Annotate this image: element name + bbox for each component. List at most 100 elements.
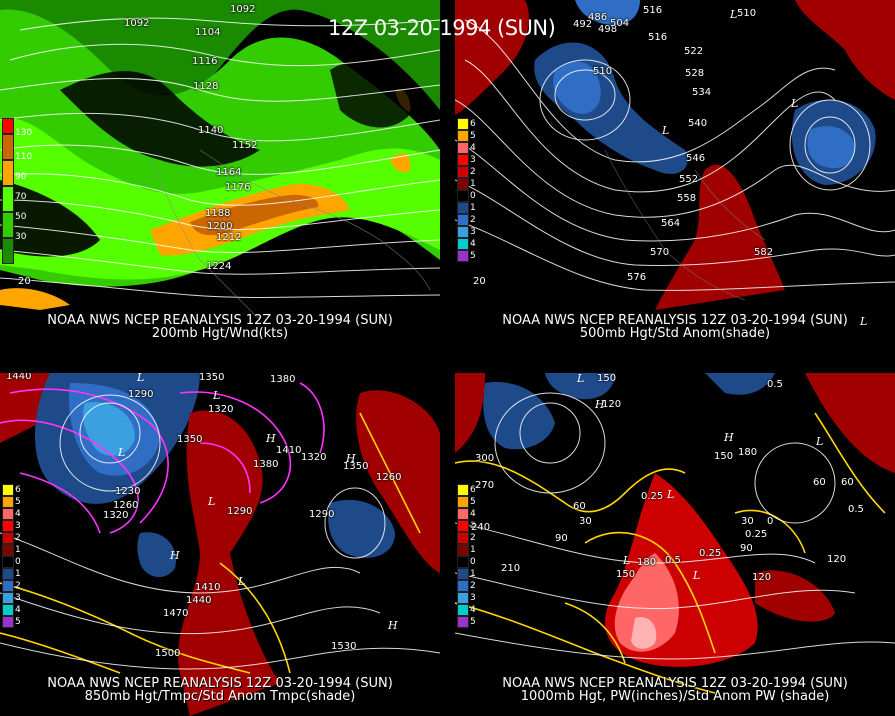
panel-caption-line1: NOAA NWS NCEP REANALYSIS 12Z 03-20-1994 … bbox=[47, 313, 393, 328]
legend-swatch bbox=[457, 130, 469, 142]
contour-label: 0.25 bbox=[745, 529, 768, 540]
contour-label: 90 bbox=[555, 533, 568, 544]
contour-label: 1500 bbox=[155, 648, 181, 659]
contour-label: 1260 bbox=[376, 472, 402, 483]
contour-label: 1350 bbox=[177, 434, 203, 445]
legend-label: 30 bbox=[15, 232, 27, 242]
contour-label: 564 bbox=[661, 218, 681, 229]
contour-label: 90 bbox=[740, 543, 753, 554]
contour-label: 1410 bbox=[276, 445, 302, 456]
contour-label: 1104 bbox=[195, 27, 221, 38]
legend-label: 1 bbox=[470, 545, 476, 555]
contour-label: 1350 bbox=[199, 373, 225, 383]
contour-label: 1440 bbox=[6, 373, 32, 382]
contour-label: 1440 bbox=[186, 595, 212, 606]
legend-swatch bbox=[2, 508, 14, 520]
contour-label: 1470 bbox=[163, 608, 189, 619]
legend-label: 2 bbox=[470, 167, 476, 177]
legend-label: 1 bbox=[15, 569, 21, 579]
contour-label: 1164 bbox=[216, 167, 242, 178]
legend-label: 0 bbox=[15, 557, 21, 567]
contour-label: 570 bbox=[650, 247, 670, 258]
contour-label: 522 bbox=[684, 46, 704, 57]
legend-swatch bbox=[2, 532, 14, 544]
contour-label: 1176 bbox=[225, 182, 251, 193]
legend-label: 130 bbox=[15, 128, 33, 138]
low-marker: L bbox=[662, 124, 670, 137]
legend-label: 2 bbox=[15, 581, 21, 591]
contour-label: 0.5 bbox=[848, 504, 864, 515]
contour-label: 492 bbox=[573, 19, 593, 30]
low-marker: L bbox=[118, 446, 126, 459]
contour-label: 150 bbox=[714, 451, 734, 462]
contour-label: 0.5 bbox=[665, 555, 681, 566]
contour-label: 60 bbox=[573, 501, 586, 512]
legend-swatch bbox=[457, 250, 469, 262]
contour-label: 30 bbox=[579, 516, 592, 527]
panel-caption-line1: NOAA NWS NCEP REANALYSIS 12Z 03-20-1994 … bbox=[47, 676, 393, 691]
contour-label: 1290 bbox=[128, 389, 154, 400]
contour-label: 540 bbox=[688, 118, 708, 129]
contour-label: 60 bbox=[841, 477, 854, 488]
legend-swatch bbox=[2, 568, 14, 580]
legend-label: 5 bbox=[470, 131, 476, 141]
legend-label: 5 bbox=[470, 497, 476, 507]
contour-label: 30 bbox=[741, 516, 754, 527]
legend-swatch bbox=[2, 592, 14, 604]
legend-label: 1 bbox=[470, 569, 476, 579]
contour-label: 576 bbox=[627, 272, 647, 283]
low-marker: L bbox=[208, 495, 216, 508]
contour-label: 20 bbox=[473, 276, 486, 287]
legend-label: 6 bbox=[470, 485, 476, 495]
low-marker: L bbox=[238, 575, 246, 588]
legend-label: 3 bbox=[470, 155, 476, 165]
legend-label: 50 bbox=[15, 212, 27, 222]
panel-caption-line2: 850mb Hgt/Tmpc/Std Anom Tmpc(shade) bbox=[84, 689, 356, 704]
legend-label: 2 bbox=[470, 581, 476, 591]
contour-label: 180 bbox=[738, 447, 758, 458]
contour-label: 150 bbox=[616, 569, 636, 580]
legend-label: 1 bbox=[470, 203, 476, 213]
high-marker: H bbox=[388, 619, 398, 632]
contour-label: 1230 bbox=[115, 486, 141, 497]
contour-label: 1320 bbox=[103, 510, 129, 521]
legend-swatch bbox=[457, 238, 469, 250]
contour-label: 1188 bbox=[205, 208, 231, 219]
legend-label: 0 bbox=[470, 557, 476, 567]
legend-label: 5 bbox=[470, 251, 476, 261]
legend-850mb bbox=[2, 484, 14, 628]
legend-swatch bbox=[2, 134, 14, 160]
contour-label: 510 bbox=[593, 66, 613, 77]
contour-label: 1260 bbox=[113, 500, 139, 511]
contour-label: 1530 bbox=[331, 641, 357, 652]
high-marker: H bbox=[170, 549, 180, 562]
contour-label: 0 bbox=[767, 516, 774, 527]
legend-label: 5 bbox=[470, 617, 476, 627]
legend-label: 0 bbox=[470, 191, 476, 201]
contour-label: 0.5 bbox=[767, 379, 783, 390]
contour-label: 1290 bbox=[309, 509, 335, 520]
legend-swatch bbox=[457, 532, 469, 544]
contour-label: 1350 bbox=[343, 461, 369, 472]
contour-label: 504 bbox=[610, 18, 630, 29]
contour-label: 270 bbox=[475, 480, 495, 491]
legend-label: 4 bbox=[15, 509, 21, 519]
legend-swatch bbox=[457, 520, 469, 532]
contour-label: 20 bbox=[18, 276, 31, 287]
contour-label: 210 bbox=[501, 563, 521, 574]
contour-label: 120 bbox=[602, 399, 622, 410]
low-marker: L bbox=[623, 554, 631, 567]
map-850mb bbox=[0, 373, 440, 716]
legend-500mb bbox=[457, 118, 469, 262]
legend-swatch bbox=[457, 592, 469, 604]
legend-swatch bbox=[457, 508, 469, 520]
legend-swatch bbox=[457, 616, 469, 628]
legend-swatch bbox=[457, 142, 469, 154]
map-1000mb bbox=[455, 373, 895, 716]
contour-label: 546 bbox=[686, 153, 706, 164]
legend-swatch bbox=[2, 520, 14, 532]
legend-label: 6 bbox=[470, 119, 476, 129]
legend-swatch bbox=[457, 226, 469, 238]
low-marker: L bbox=[577, 373, 585, 385]
legend-label: 6 bbox=[15, 485, 21, 495]
